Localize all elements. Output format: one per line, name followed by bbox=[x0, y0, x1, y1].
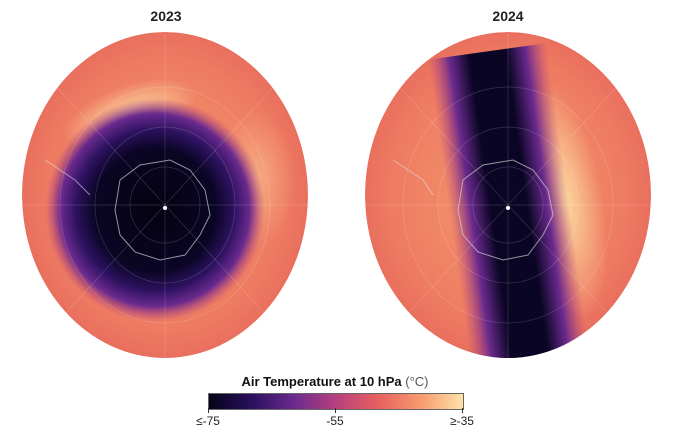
south-america-coastline bbox=[44, 159, 91, 196]
legend-unit: (°C) bbox=[405, 374, 429, 389]
antarctica-coastline bbox=[114, 159, 211, 261]
legend-label-min: ≤-75 bbox=[196, 414, 220, 428]
legend-label-max: ≥-35 bbox=[450, 414, 474, 428]
map-title-2023: 2023 bbox=[150, 8, 182, 24]
legend-title-text: Air Temperature at 10 hPa bbox=[241, 374, 402, 389]
polar-vortex bbox=[45, 98, 265, 322]
graticule bbox=[22, 32, 308, 358]
south-pole-marker bbox=[506, 206, 510, 210]
color-scale-bar bbox=[208, 393, 464, 410]
antarctica-coastline bbox=[457, 159, 554, 261]
polar-map-2024 bbox=[363, 30, 653, 360]
color-legend: Air Temperature at 10 hPa (°C) ≤-75 -55 … bbox=[195, 374, 475, 434]
south-america-coastline bbox=[392, 159, 434, 196]
polar-map-2023 bbox=[20, 30, 310, 360]
legend-tick-max bbox=[462, 408, 463, 413]
polar-map-2024-graphic bbox=[365, 32, 651, 358]
graticule bbox=[365, 32, 651, 358]
legend-tick-min bbox=[208, 408, 209, 413]
polar-vortex-band bbox=[427, 43, 592, 358]
south-pole-marker bbox=[163, 206, 167, 210]
legend-label-mid: -55 bbox=[326, 414, 344, 428]
legend-tick-mid bbox=[335, 408, 336, 413]
legend-title: Air Temperature at 10 hPa (°C) bbox=[195, 374, 475, 389]
polar-map-2023-graphic bbox=[22, 32, 308, 358]
map-title-2024: 2024 bbox=[492, 8, 524, 24]
